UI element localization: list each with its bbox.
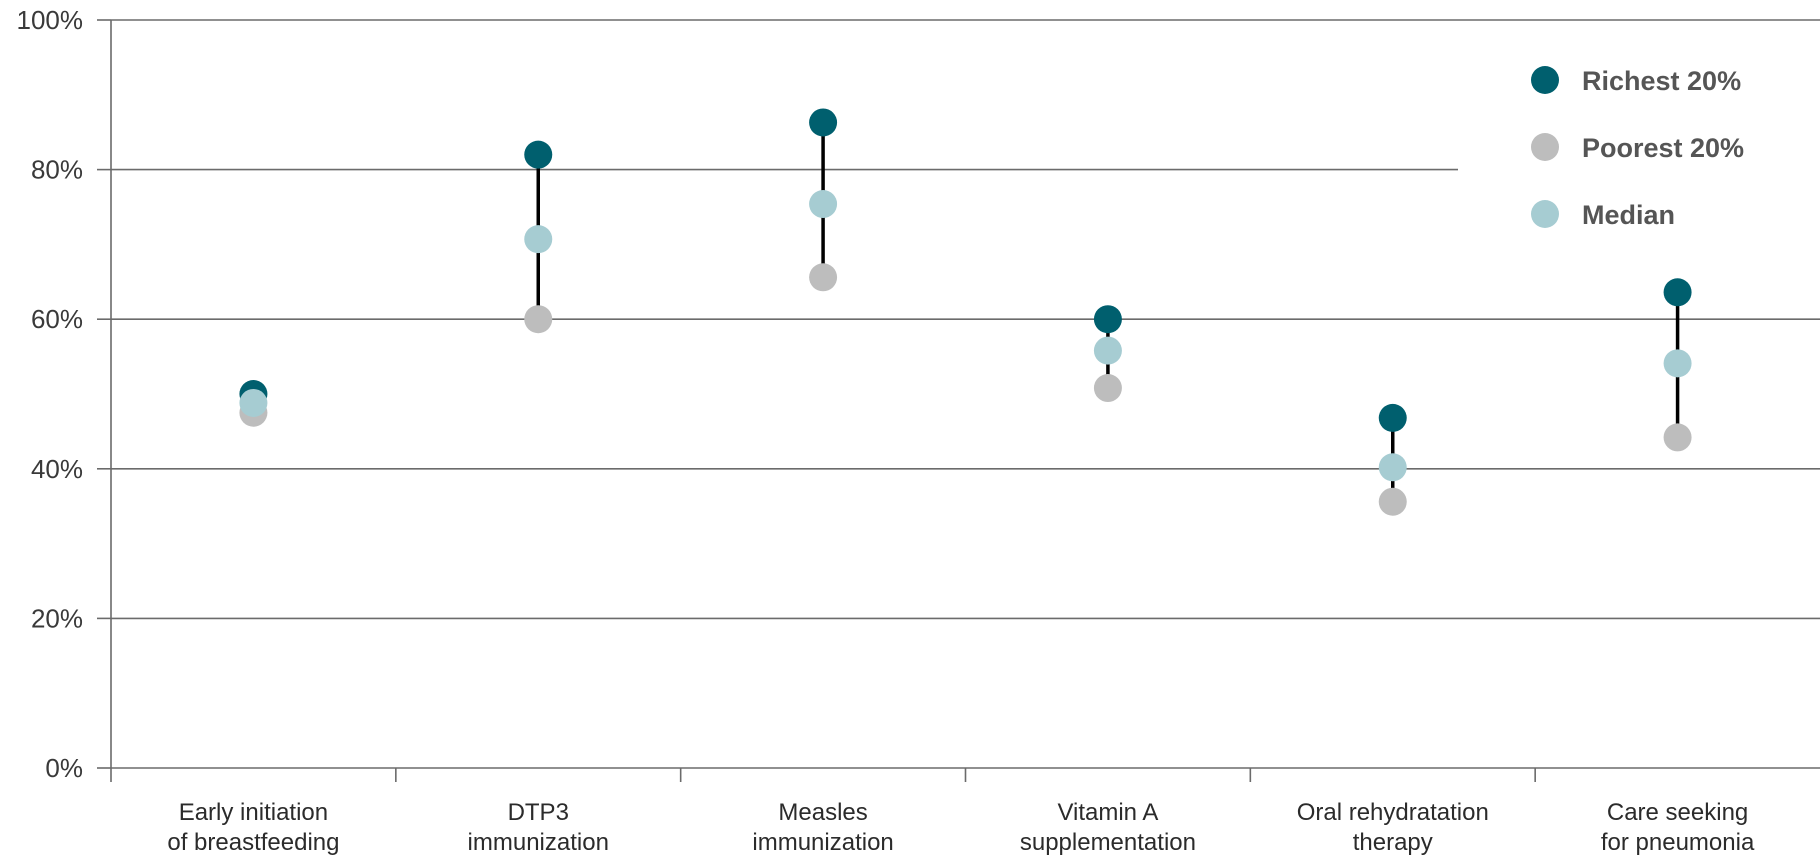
range-lines — [253, 122, 1677, 501]
point-poorest-20 — [1379, 488, 1407, 516]
x-category-label-line: immunization — [468, 829, 609, 855]
x-category-label-line: therapy — [1353, 829, 1433, 855]
point-poorest-20 — [809, 263, 837, 291]
point-median — [1664, 349, 1692, 377]
y-tick-label: 20% — [31, 603, 83, 633]
y-tick-label: 0% — [45, 753, 83, 783]
x-category-label: Measles immunization — [752, 799, 893, 855]
x-category-label-line: immunization — [752, 829, 893, 855]
point-richest-20 — [1094, 305, 1122, 333]
grid-layer — [111, 20, 1820, 768]
point-median — [1379, 453, 1407, 481]
x-category-label: Vitamin A supplementation — [1020, 799, 1196, 855]
point-median — [239, 389, 267, 417]
x-category-label-line: DTP3 — [508, 799, 569, 826]
y-tick-label: 100% — [17, 5, 84, 35]
x-category-label-line: supplementation — [1020, 829, 1196, 855]
point-richest-20 — [1664, 278, 1692, 306]
point-richest-20 — [1379, 404, 1407, 432]
point-poorest-20 — [1664, 423, 1692, 451]
x-category-label-line: Care seeking — [1607, 799, 1748, 826]
x-category-label: Oral rehydratation therapy — [1297, 799, 1489, 855]
point-richest-20 — [524, 141, 552, 169]
legend: Richest 20% Poorest 20% Median — [1531, 66, 1744, 230]
legend-label: Poorest 20% — [1582, 133, 1744, 163]
point-median — [809, 190, 837, 218]
legend-label: Richest 20% — [1582, 66, 1741, 96]
point-poorest-20 — [524, 305, 552, 333]
point-poorest-20 — [1094, 374, 1122, 402]
legend-marker — [1531, 133, 1559, 161]
x-category-label-line: Oral rehydratation — [1297, 799, 1489, 826]
y-tick-label: 60% — [31, 304, 83, 334]
axis-layer: 0% 20% 40% 60% 80% 100% Early initiation of bre… — [17, 5, 1755, 855]
legend-marker — [1531, 66, 1559, 94]
x-category-label-line: Early initiation — [179, 799, 328, 826]
point-median — [524, 225, 552, 253]
x-category-label-line: Vitamin A — [1057, 799, 1158, 826]
x-category-label-line: for pneumonia — [1601, 829, 1755, 855]
point-richest-20 — [809, 108, 837, 136]
point-median — [1094, 337, 1122, 365]
x-category-label: Early initiation of breastfeeding — [167, 799, 339, 855]
legend-label: Median — [1582, 200, 1675, 230]
y-tick-label: 40% — [31, 454, 83, 484]
x-category-label: Care seeking for pneumonia — [1601, 799, 1755, 855]
x-category-label-line: Measles — [778, 799, 867, 826]
legend-marker — [1531, 200, 1559, 228]
x-category-label: DTP3 immunization — [468, 799, 609, 855]
y-tick-label: 80% — [31, 155, 83, 185]
x-category-label-line: of breastfeeding — [167, 829, 339, 855]
